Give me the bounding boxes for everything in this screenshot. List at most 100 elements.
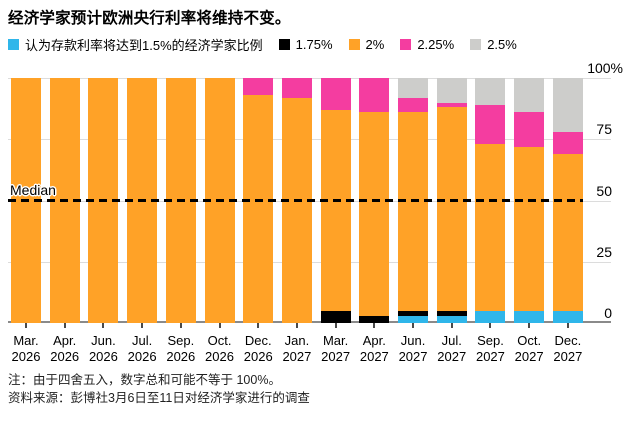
bar-dec-2026: Dec. 2026 (243, 78, 274, 364)
y-axis-label-50: 50 (596, 182, 612, 199)
legend-label: 认为存款利率将达到1.5%的经济学家比例 (25, 38, 263, 53)
segment-rate-1-5 (552, 310, 583, 323)
x-axis-tick (295, 323, 298, 328)
x-axis-label: Dec. 2026 (243, 333, 273, 365)
segment-rate-2-25 (398, 97, 429, 113)
median-line (8, 199, 583, 202)
x-axis-tick (63, 323, 66, 328)
segment-rate-2-25 (243, 78, 274, 96)
x-axis-tick (218, 323, 221, 328)
segment-rate-2 (475, 144, 506, 311)
legend-item-rate-2: 2% (348, 37, 385, 52)
segment-rate-2-25 (514, 112, 545, 147)
segment-rate-2-25 (436, 102, 467, 108)
bar-mar-2027: Mar. 2027 (320, 78, 351, 364)
bars-container: Mar. 2026 Apr. 2026 Jun. 2026 Jul. 2026 Sep.… (11, 78, 583, 364)
segment-rate-1-5 (436, 315, 467, 323)
segment-rate-2 (436, 107, 467, 311)
x-axis-label: Apr. 2027 (359, 333, 389, 365)
plot-area: Mar. 2026 Apr. 2026 Jun. 2026 Jul. 2026 Sep.… (8, 78, 611, 364)
y-axis-label-100: 100% (587, 60, 623, 76)
segment-rate-1-5 (514, 310, 545, 323)
segment-rate-2-5 (475, 78, 506, 105)
legend: 认为存款利率将达到1.5%的经济学家比例 1.75% 2% 2.25% 2.5% (8, 35, 517, 54)
y-axis-label-25: 25 (596, 243, 612, 260)
bar-jul-2027: Jul. 2027 (436, 78, 467, 364)
x-axis-label: Oct. 2027 (514, 333, 544, 365)
x-axis-label: Sep. 2026 (166, 333, 196, 365)
x-axis-tick (25, 323, 27, 328)
legend-label: 2% (365, 37, 385, 52)
segment-rate-2-25 (475, 104, 506, 145)
x-axis-tick (489, 323, 492, 328)
bar-oct-2027: Oct. 2027 (514, 78, 545, 364)
segment-rate-2 (514, 146, 545, 311)
segment-rate-2 (359, 112, 390, 316)
segment-rate-2-5 (514, 78, 545, 113)
segment-rate-2-25 (320, 78, 351, 110)
bar-jun-2027: Jun. 2027 (398, 78, 429, 364)
x-axis-label: Jul. 2026 (127, 333, 157, 365)
x-axis-label: Jul. 2027 (437, 333, 467, 365)
segment-rate-2-5 (436, 78, 467, 103)
legend-item-rate-1-75: 1.75% (278, 37, 333, 52)
y-axis-label-0: 0 (604, 305, 612, 321)
x-axis-label: Sep. 2027 (475, 333, 505, 365)
x-axis-label: Jun. 2027 (398, 333, 428, 365)
x-axis-tick (141, 323, 144, 328)
segment-rate-1-75 (359, 315, 390, 323)
x-axis-label: Jun. 2026 (88, 333, 118, 365)
bar-sep-2027: Sep. 2027 (475, 78, 506, 364)
legend-swatch-rate-2-5 (470, 39, 482, 50)
legend-swatch-rate-1-75 (278, 39, 290, 50)
segment-rate-1-75 (320, 310, 351, 323)
segment-rate-2 (320, 109, 351, 311)
segment-rate-2-5 (552, 78, 583, 132)
median-label: Median (10, 182, 56, 198)
x-axis-tick (450, 323, 453, 328)
legend-swatch-rate-2-25 (400, 39, 412, 50)
x-axis-tick (412, 323, 415, 328)
x-axis-label: Oct. 2026 (205, 333, 234, 365)
x-axis-label: Jan. 2027 (282, 333, 312, 365)
segment-rate-2-25 (552, 131, 583, 154)
x-axis-tick (373, 323, 376, 328)
x-axis-label: Apr. 2026 (50, 333, 80, 365)
footnotes: 注：由于四舍五入，数字总和可能不等于 100%。 资料来源：彭博社3月6日至11… (8, 371, 310, 407)
x-axis-tick (102, 323, 105, 328)
legend-label: 1.75% (295, 37, 333, 52)
legend-swatch-rate-2 (348, 39, 360, 50)
legend-item-rate-2-5: 2.5% (470, 37, 517, 52)
segment-rate-1-5 (398, 315, 429, 323)
rounding-note: 注：由于四舍五入，数字总和可能不等于 100%。 (8, 373, 281, 387)
x-axis-tick (334, 323, 337, 328)
segment-rate-2-5 (398, 78, 429, 98)
x-axis-label: Dec. 2027 (553, 333, 583, 365)
segment-rate-1-5 (475, 310, 506, 323)
x-axis-label: Mar. 2026 (11, 333, 41, 365)
segment-rate-2 (398, 112, 429, 311)
source-note: 资料来源：彭博社3月6日至11日对经济学家进行的调查 (8, 391, 310, 406)
legend-swatch-rate-1-5 (8, 39, 19, 50)
segment-rate-1-75 (398, 310, 429, 316)
segment-rate-2 (243, 95, 274, 323)
x-axis-label: Mar. 2027 (321, 333, 351, 365)
legend-item-rate-2-25: 2.25% (400, 37, 454, 52)
legend-label: 2.5% (487, 37, 517, 52)
bar-apr-2027: Apr. 2027 (359, 78, 390, 364)
x-axis-tick (179, 323, 182, 328)
bar-dec-2027: Dec. 2027 (552, 78, 583, 364)
segment-rate-2-25 (281, 78, 312, 98)
x-axis-tick (566, 323, 569, 328)
segment-rate-2-25 (359, 78, 390, 113)
y-axis-label-75: 75 (596, 121, 612, 138)
segment-rate-1-75 (436, 310, 467, 316)
x-axis-tick (257, 323, 260, 328)
legend-label: 2.25% (417, 37, 455, 52)
segment-rate-2 (552, 153, 583, 311)
bar-jan-2027: Jan. 2027 (281, 78, 312, 364)
segment-rate-2 (281, 97, 312, 323)
x-axis-tick (528, 323, 531, 328)
legend-item-rate-1-5: 认为存款利率将达到1.5%的经济学家比例 (8, 35, 263, 54)
chart-title: 经济学家预计欧洲央行利率将维持不变。 (8, 10, 291, 27)
